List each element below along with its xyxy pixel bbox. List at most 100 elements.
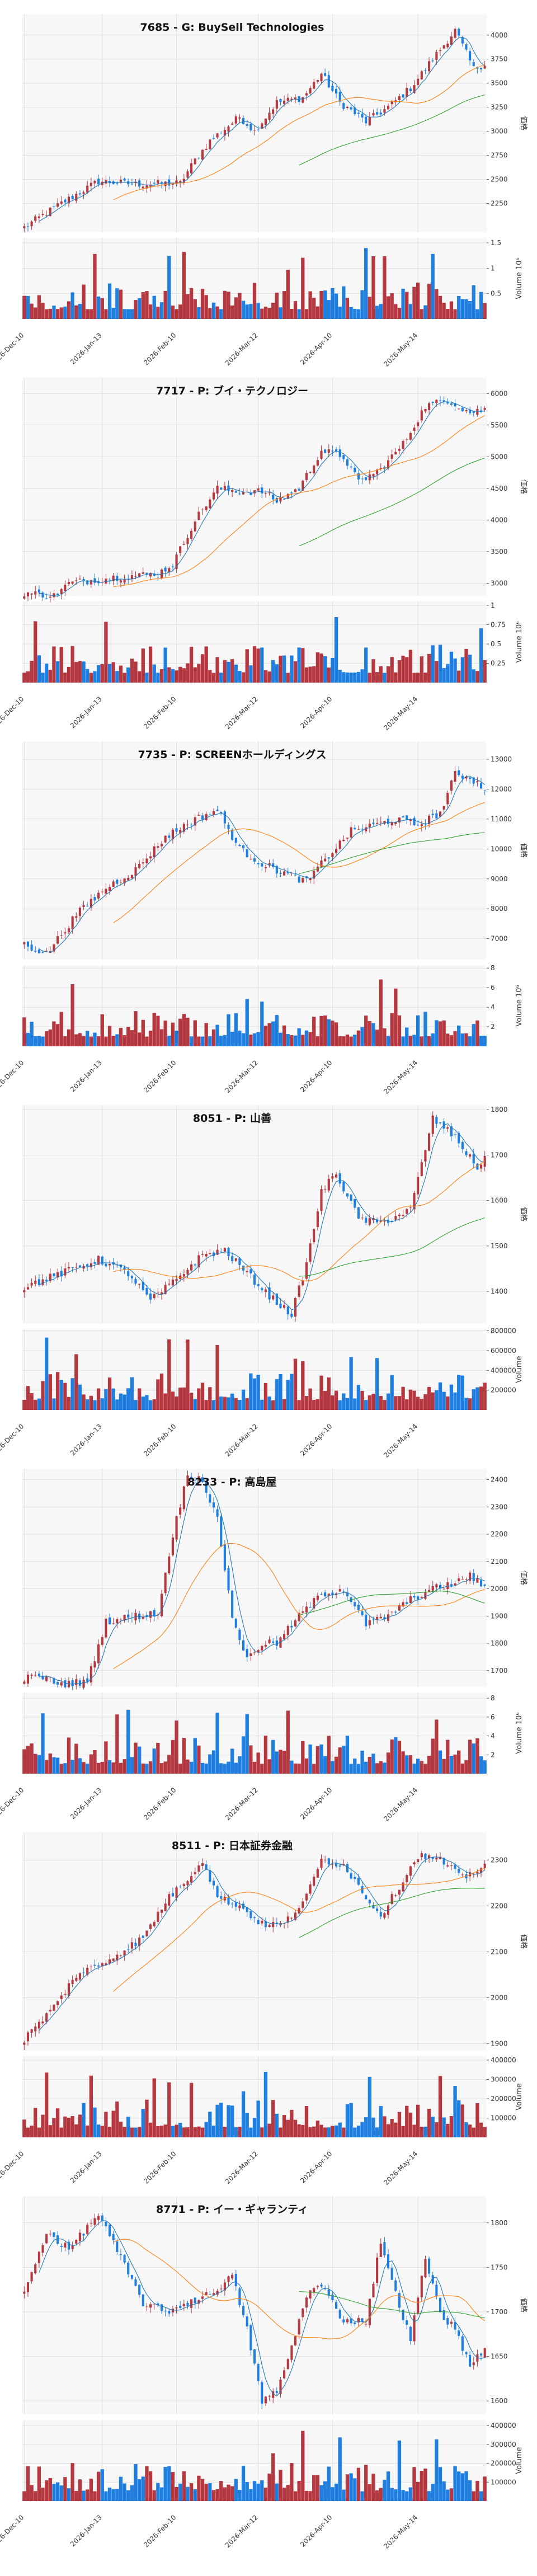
volume-bar <box>145 1036 149 1046</box>
volume-bar <box>41 2114 45 2137</box>
candle-body <box>409 819 412 821</box>
candle-body <box>465 44 468 50</box>
candle-body <box>246 1649 248 1657</box>
candle-body <box>97 1644 100 1663</box>
volume-bar <box>96 2471 101 2501</box>
volume-bar <box>78 2114 82 2137</box>
candle-body <box>64 2243 67 2248</box>
candle-body <box>182 2304 185 2306</box>
volume-bar <box>186 2486 190 2501</box>
volume-bar <box>397 660 402 683</box>
volume-bar <box>89 2075 93 2137</box>
volume-bar <box>175 2124 178 2137</box>
volume-bar <box>423 2469 427 2501</box>
volume-bar <box>123 1759 126 1774</box>
volume-bar <box>327 1736 331 1774</box>
candle-body <box>465 2352 468 2354</box>
volume-bar <box>119 1028 123 1046</box>
volume-bar <box>145 1395 149 1410</box>
volume-bar <box>360 2491 364 2501</box>
volume-bar <box>26 2127 30 2137</box>
volume-bar <box>227 1014 230 1046</box>
price-tick-label: 10000 <box>491 845 512 853</box>
candle-body <box>298 2319 300 2335</box>
candle-body <box>30 2029 33 2033</box>
volume-bar <box>327 2127 331 2137</box>
candle-body <box>350 1194 352 1201</box>
candle-body <box>275 100 278 109</box>
candle-body <box>67 1983 70 1996</box>
volume-bar <box>86 669 90 683</box>
candle-body <box>350 2318 352 2324</box>
volume-bar <box>22 673 26 683</box>
volume-bar <box>107 2488 112 2501</box>
volume-bar <box>431 2117 435 2137</box>
price-axis-label: 価格 <box>519 843 528 858</box>
volume-bar <box>37 655 41 683</box>
price-tick-label: 3750 <box>491 55 508 63</box>
volume-bar <box>464 2122 468 2137</box>
x-tick-label: 2026-Feb-10 <box>142 1422 177 1458</box>
volume-bar <box>282 2488 286 2501</box>
candle-body <box>479 68 483 69</box>
volume-bar <box>82 2490 86 2501</box>
volume-bar <box>460 1033 464 1046</box>
volume-bar <box>245 304 249 319</box>
volume-bar <box>301 1361 305 1410</box>
moving-average-short <box>39 37 486 222</box>
candle-body <box>275 498 278 503</box>
volume-bar <box>405 292 409 319</box>
price-tick-label: 12000 <box>491 785 512 793</box>
candle-body <box>253 490 256 493</box>
candle-body <box>41 2245 44 2253</box>
volume-tick-label: 8 <box>491 1694 495 1702</box>
volume-bar <box>386 2471 390 2501</box>
candle-body <box>346 106 349 108</box>
price-tick-label: 13000 <box>491 755 512 763</box>
volume-bar <box>249 1745 253 1774</box>
volume-bar <box>163 1020 167 1046</box>
candle-body <box>431 2275 434 2284</box>
volume-bar <box>379 304 383 319</box>
candle-body <box>376 1909 379 1911</box>
candle-body <box>53 2004 55 2011</box>
volume-bar <box>408 2487 413 2501</box>
candle-body <box>149 1924 152 1929</box>
candle-body <box>458 1578 460 1581</box>
volume-bar <box>67 301 71 319</box>
volume-bar <box>394 2489 398 2501</box>
volume-bar <box>138 1032 142 1046</box>
candle-body <box>354 1198 356 1208</box>
candle-body <box>97 1256 100 1265</box>
candle-body <box>238 1258 241 1265</box>
volume-bar <box>260 308 264 319</box>
volume-bar <box>263 2488 268 2501</box>
candle-body <box>123 878 126 883</box>
volume-bar <box>82 1036 86 1046</box>
candle-body <box>67 928 70 933</box>
candle-body <box>264 118 267 125</box>
volume-bar <box>59 1764 63 1774</box>
candle-body <box>357 112 360 114</box>
x-tick-label: 2026-May-14 <box>382 695 419 732</box>
candle-body <box>86 185 89 193</box>
volume-bar <box>420 1036 423 1046</box>
volume-bar <box>141 1763 145 1774</box>
candle-body <box>450 1865 453 1867</box>
volume-bar <box>457 2100 461 2137</box>
volume-bar <box>279 1374 282 1410</box>
volume-bar <box>163 290 167 319</box>
candle-body <box>60 1995 63 1999</box>
candle-body <box>383 1913 386 1918</box>
candle-body <box>41 1279 44 1285</box>
volume-bar <box>219 1396 223 1410</box>
candle-body <box>175 1516 178 1540</box>
volume-bar <box>34 1754 37 1774</box>
x-tick-label: 2026-Jan-13 <box>69 2513 103 2548</box>
volume-bar <box>412 2124 416 2137</box>
candle-body <box>97 2216 100 2220</box>
candle-body <box>442 45 445 49</box>
candle-body <box>60 201 63 204</box>
volume-bar <box>475 2481 479 2501</box>
volume-bar <box>412 1390 416 1410</box>
